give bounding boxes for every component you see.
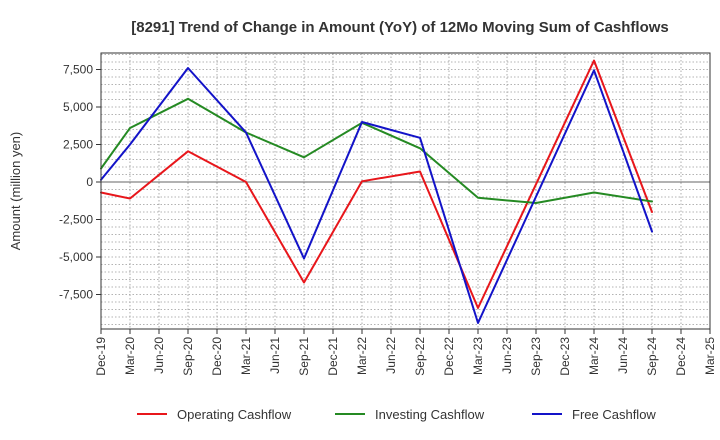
- series-lines: [100, 59, 653, 324]
- x-tick-label: Sep-24: [645, 337, 659, 376]
- y-tick-label: 0: [86, 175, 93, 189]
- chart-title: [8291] Trend of Change in Amount (YoY) o…: [131, 19, 669, 36]
- x-tick-label: Dec-19: [94, 337, 108, 376]
- y-tick-label: -5,000: [59, 250, 93, 264]
- y-tick-label: 5,000: [63, 100, 93, 114]
- legend-label-free-cashflow: Free Cashflow: [572, 407, 656, 422]
- x-tick-label: Jun-20: [152, 337, 166, 374]
- x-tick-label: Sep-21: [297, 337, 311, 376]
- plot-area: [101, 53, 710, 329]
- x-tick-label: Jun-21: [268, 337, 282, 374]
- x-tick-label: Sep-20: [181, 337, 195, 376]
- x-tick-label: Mar-25: [703, 337, 717, 375]
- legend-label-operating-cashflow: Operating Cashflow: [177, 407, 292, 422]
- x-tick-label: Mar-24: [587, 337, 601, 375]
- operating-cashflow-line: [100, 59, 653, 309]
- axes: -7,500 -5,000 -2,500 0 2,500 5,000 7,500 Dec-19…: [59, 63, 717, 376]
- x-tick-label: Dec-20: [210, 337, 224, 376]
- x-tick-label: Mar-21: [239, 337, 253, 375]
- x-tick-label: Dec-24: [674, 337, 688, 376]
- y-tick-label: -7,500: [59, 288, 93, 302]
- x-tick-label: Dec-23: [558, 337, 572, 376]
- plot-border: [100, 52, 711, 330]
- free-cashflow-line: [100, 67, 653, 324]
- x-tick-label: Mar-23: [471, 337, 485, 375]
- x-tick-label: Jun-24: [616, 337, 630, 374]
- legend-label-investing-cashflow: Investing Cashflow: [375, 407, 485, 422]
- x-tick-label: Dec-21: [326, 337, 340, 376]
- x-tick-label: Jun-23: [500, 337, 514, 374]
- y-tick-label: 7,500: [63, 63, 93, 77]
- x-tick-label: Dec-22: [442, 337, 456, 376]
- x-tick-label: Mar-20: [123, 337, 137, 375]
- x-tick-label: Sep-23: [529, 337, 543, 376]
- x-tick-label: Jun-22: [384, 337, 398, 374]
- x-tick-label: Sep-22: [413, 337, 427, 376]
- y-tick-label: 2,500: [63, 138, 93, 152]
- legend: Operating Cashflow Investing Cashflow Free…: [137, 407, 656, 422]
- y-axis-label: Amount (million yen): [8, 132, 23, 251]
- y-tick-label: -2,500: [59, 213, 93, 227]
- x-tick-label: Mar-22: [355, 337, 369, 375]
